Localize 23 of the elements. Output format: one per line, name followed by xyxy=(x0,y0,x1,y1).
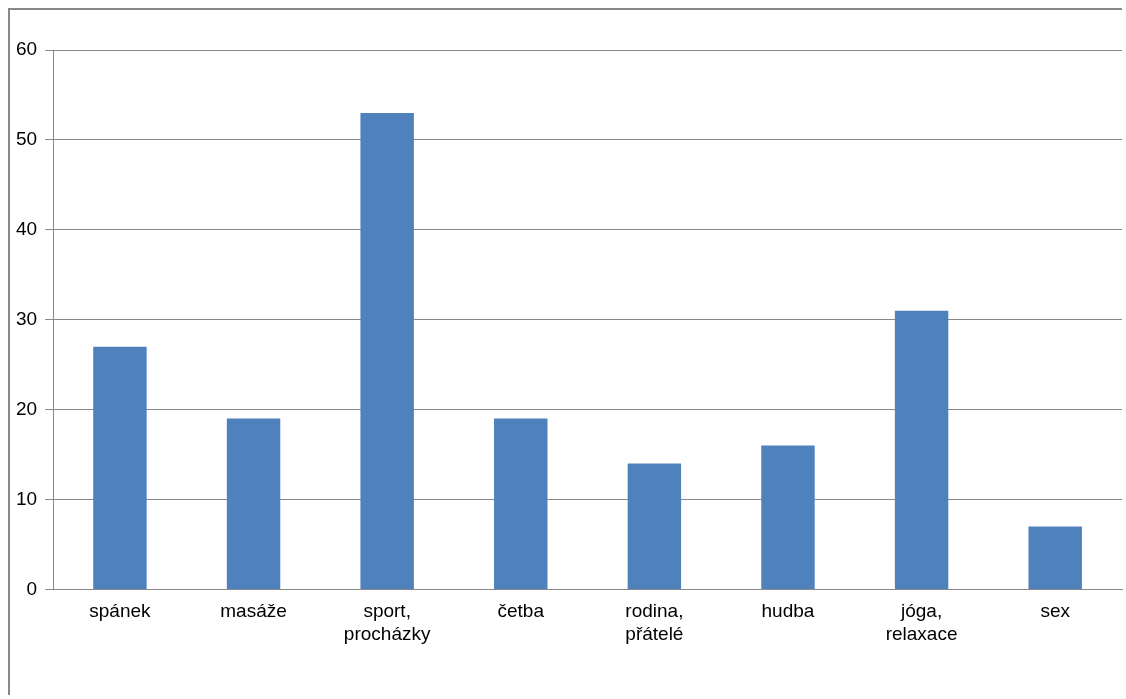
x-tick-label: četba xyxy=(497,600,545,622)
x-tick-label: sex xyxy=(1040,600,1071,622)
bar xyxy=(627,463,682,589)
x-tick-label: masáže xyxy=(220,600,287,622)
x-tick-label: spánek xyxy=(89,600,152,622)
bar xyxy=(1028,526,1082,589)
bar xyxy=(494,418,548,589)
bar xyxy=(93,346,147,589)
bar xyxy=(761,445,815,589)
x-tick-label: jóga, relaxace xyxy=(885,600,958,644)
bar xyxy=(226,418,281,589)
x-tick-label: rodina, přátelé xyxy=(625,600,684,644)
y-tick-label: 60 xyxy=(15,38,38,60)
y-tick-label: 0 xyxy=(26,577,38,599)
y-tick-label: 30 xyxy=(15,307,38,329)
x-tick-label: sport, procházky xyxy=(343,600,431,644)
x-tick-label: hudba xyxy=(761,600,815,622)
y-tick-label: 50 xyxy=(15,128,38,150)
bar xyxy=(894,310,949,589)
y-tick-label: 10 xyxy=(15,487,38,509)
y-tick-label: 20 xyxy=(15,397,38,419)
bar xyxy=(360,112,414,589)
y-tick-label: 40 xyxy=(15,218,38,240)
